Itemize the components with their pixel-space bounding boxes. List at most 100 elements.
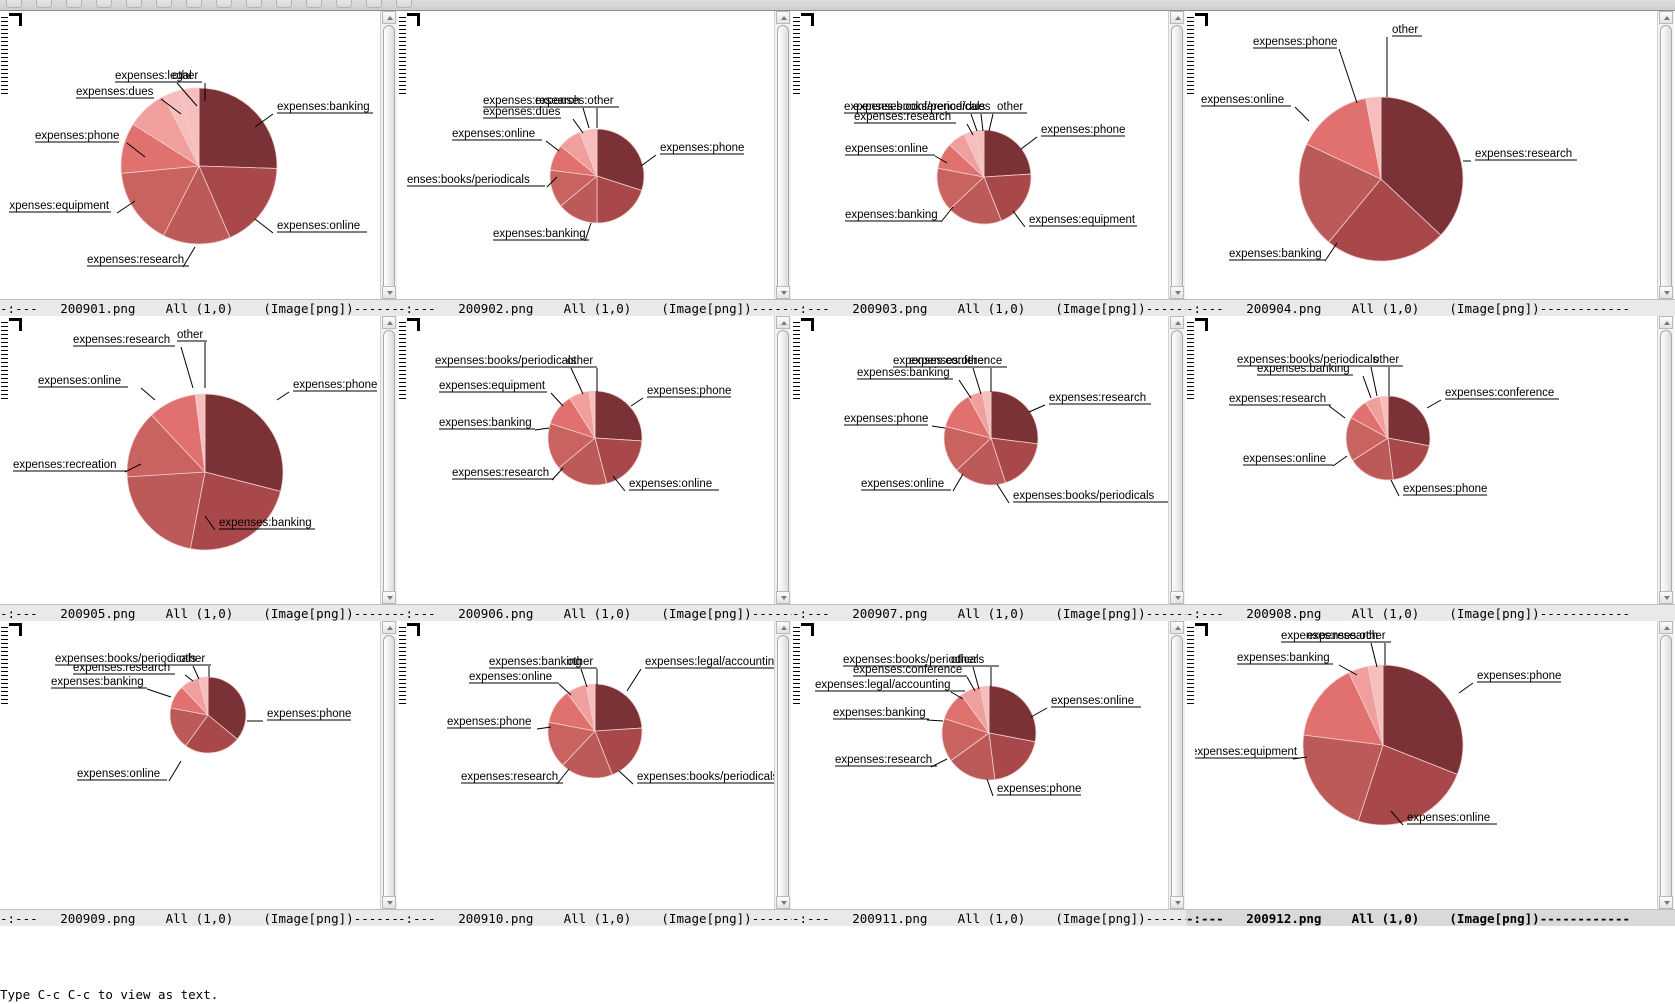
scroll-up-arrow-icon[interactable] [1659, 11, 1673, 24]
emacs-window-200909[interactable]: expenses:books/periodicals other expenses:… [0, 621, 398, 926]
new-file-icon[interactable] [6, 0, 22, 8]
scroll-down-arrow-icon[interactable] [1659, 286, 1673, 299]
modeline-200905[interactable]: -:--- 200905.png All (1,0) (Image[png])-… [0, 604, 398, 621]
fringe-dash [399, 639, 406, 640]
emacs-window-200901[interactable]: expenses:legal other expenses:dues expenses… [0, 11, 398, 316]
emacs-window-200910[interactable]: expenses:banking other expenses:online expe… [398, 621, 792, 926]
scroll-up-arrow-icon[interactable] [1170, 11, 1184, 24]
emacs-window-200904[interactable]: other expenses:phone expenses:online expens… [1186, 11, 1675, 316]
scroll-down-arrow-icon[interactable] [382, 286, 396, 299]
scroll-down-arrow-icon[interactable] [1659, 591, 1673, 604]
fringe-dash [1187, 687, 1194, 688]
prefs-icon[interactable] [336, 0, 352, 8]
modeline-200906[interactable]: -:--- 200906.png All (1,0) (Image[png])-… [398, 604, 792, 621]
fringe-dash [793, 338, 800, 339]
emacs-window-200907[interactable]: expenses:conference expenses:other expense… [792, 316, 1186, 621]
pie-label: expenses:banking [204, 515, 315, 531]
copy-icon[interactable] [186, 0, 202, 8]
emacs-window-200911[interactable]: expenses:books/periodicals other expenses:… [792, 621, 1186, 926]
exit-icon[interactable] [396, 0, 412, 8]
vertical-scrollbar[interactable] [380, 621, 397, 909]
modeline-200909[interactable]: -:--- 200909.png All (1,0) (Image[png])-… [0, 909, 398, 926]
scrollbar-thumb[interactable] [777, 330, 789, 600]
modeline-200904[interactable]: -:--- 200904.png All (1,0) (Image[png])-… [1186, 299, 1675, 316]
emacs-window-200912[interactable]: expenses:research expenses:other expenses:… [1186, 621, 1675, 926]
scroll-down-arrow-icon[interactable] [382, 896, 396, 909]
window-row-3: expenses:books/periodicals other expenses:… [0, 621, 1675, 926]
help-icon[interactable] [306, 0, 322, 8]
scrollbar-thumb[interactable] [1171, 25, 1183, 295]
scrollbar-thumb[interactable] [1171, 330, 1183, 600]
scroll-down-arrow-icon[interactable] [776, 591, 790, 604]
scroll-down-arrow-icon[interactable] [382, 591, 396, 604]
fringe-dash [399, 374, 406, 375]
info-icon[interactable] [366, 0, 382, 8]
undo-icon[interactable] [126, 0, 142, 8]
scrollbar-thumb[interactable] [383, 25, 395, 295]
scrollbar-thumb[interactable] [777, 635, 789, 905]
emacs-window-200903[interactable]: expenses:books/periodicals expenses:confe… [792, 11, 1186, 316]
replace-icon[interactable] [276, 0, 292, 8]
pie-label: other [1373, 354, 1403, 396]
modeline-200902[interactable]: -:--- 200902.png All (1,0) (Image[png])-… [398, 299, 792, 316]
scroll-down-arrow-icon[interactable] [776, 896, 790, 909]
vertical-scrollbar[interactable] [1657, 11, 1674, 299]
scroll-down-arrow-icon[interactable] [1659, 896, 1673, 909]
scrollbar-thumb[interactable] [1660, 25, 1672, 295]
scrollbar-thumb[interactable] [1660, 330, 1672, 600]
modeline-200901[interactable]: -:--- 200901.png All (1,0) (Image[png])-… [0, 299, 398, 316]
modeline-200903[interactable]: -:--- 200903.png All (1,0) (Image[png])-… [792, 299, 1186, 316]
scroll-down-arrow-icon[interactable] [1170, 896, 1184, 909]
search-icon[interactable] [246, 0, 262, 8]
vertical-scrollbar[interactable] [774, 621, 791, 909]
modeline-200911[interactable]: -:--- 200911.png All (1,0) (Image[png])-… [792, 909, 1186, 926]
scrollbar-thumb[interactable] [1171, 635, 1183, 905]
vertical-scrollbar[interactable] [774, 316, 791, 604]
scroll-up-arrow-icon[interactable] [1659, 621, 1673, 634]
scroll-up-arrow-icon[interactable] [382, 316, 396, 329]
pie-slice [1380, 96, 1464, 236]
save-icon[interactable] [66, 0, 82, 8]
scrollbar-thumb[interactable] [383, 635, 395, 905]
cut-icon[interactable] [156, 0, 172, 8]
svg-text:expenses:online: expenses:online [1243, 453, 1326, 465]
scrollbar-thumb[interactable] [777, 25, 789, 295]
vertical-scrollbar[interactable] [1168, 621, 1185, 909]
vertical-scrollbar[interactable] [1657, 316, 1674, 604]
paste-icon[interactable] [216, 0, 232, 8]
emacs-window-200902[interactable]: expenses:research expenses:other expenses:… [398, 11, 792, 316]
vertical-scrollbar[interactable] [380, 11, 397, 299]
vertical-scrollbar[interactable] [774, 11, 791, 299]
fringe-dash [793, 382, 800, 383]
scrollbar-thumb[interactable] [1660, 635, 1672, 905]
open-file-icon[interactable] [36, 0, 52, 8]
scroll-up-arrow-icon[interactable] [776, 316, 790, 329]
pie-chart: other expenses:phone expenses:online expens… [1201, 24, 1577, 262]
emacs-window-200906[interactable]: expenses:books/periodicals other expenses:… [398, 316, 792, 621]
modeline-200908[interactable]: -:--- 200908.png All (1,0) (Image[png])-… [1186, 604, 1675, 621]
vertical-scrollbar[interactable] [1168, 11, 1185, 299]
scroll-up-arrow-icon[interactable] [1659, 316, 1673, 329]
modeline-200907[interactable]: -:--- 200907.png All (1,0) (Image[png])-… [792, 604, 1186, 621]
scroll-up-arrow-icon[interactable] [776, 621, 790, 634]
scroll-down-arrow-icon[interactable] [776, 286, 790, 299]
vertical-scrollbar[interactable] [380, 316, 397, 604]
vertical-scrollbar[interactable] [1657, 621, 1674, 909]
emacs-window-200905[interactable]: expenses:research other expenses:online exp… [0, 316, 398, 621]
scroll-up-arrow-icon[interactable] [776, 11, 790, 24]
emacs-window-200908[interactable]: expenses:books/periodicals other expenses:… [1186, 316, 1675, 621]
scroll-up-arrow-icon[interactable] [382, 11, 396, 24]
vertical-scrollbar[interactable] [1168, 316, 1185, 604]
svg-text:expenses:other: expenses:other [1307, 630, 1386, 642]
scroll-up-arrow-icon[interactable] [1170, 316, 1184, 329]
scroll-down-arrow-icon[interactable] [1170, 591, 1184, 604]
scrollbar-thumb[interactable] [383, 330, 395, 600]
modeline-200912[interactable]: -:--- 200912.png All (1,0) (Image[png])-… [1186, 909, 1675, 926]
scroll-up-arrow-icon[interactable] [382, 621, 396, 634]
print-icon[interactable] [96, 0, 112, 8]
modeline-200910[interactable]: -:--- 200910.png All (1,0) (Image[png])-… [398, 909, 792, 926]
scroll-up-arrow-icon[interactable] [1170, 621, 1184, 634]
scroll-down-arrow-icon[interactable] [1170, 286, 1184, 299]
toolbar[interactable] [0, 0, 1675, 11]
